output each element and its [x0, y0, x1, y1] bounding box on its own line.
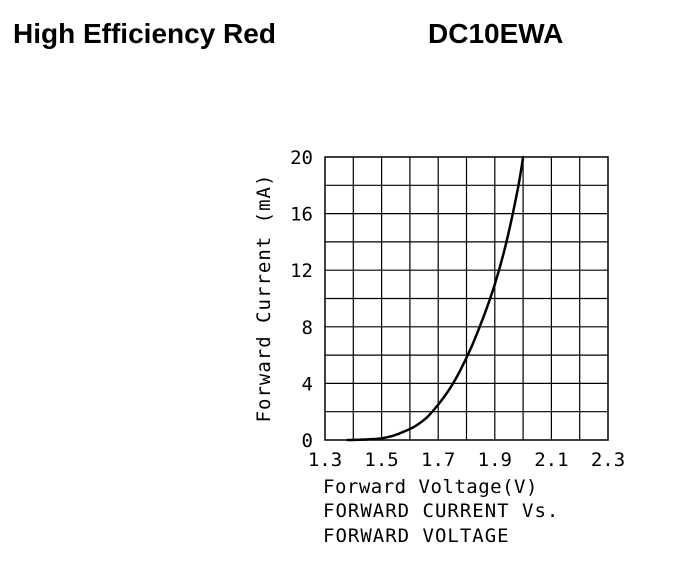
- chart-title: High Efficiency Red: [13, 18, 276, 49]
- x-tick-label: 1.7: [421, 449, 455, 471]
- chart-caption-line-1: FORWARD CURRENT Vs.: [323, 500, 559, 522]
- y-tick-label: 16: [290, 204, 313, 226]
- x-tick-label: 1.5: [364, 449, 398, 471]
- x-tick-label: 1.9: [478, 449, 512, 471]
- y-tick-label: 0: [302, 430, 313, 452]
- y-axis-label: Forward Current (mA): [253, 174, 275, 423]
- y-tick-label: 8: [302, 317, 313, 339]
- part-number: DC10EWA: [428, 18, 564, 49]
- x-tick-label: 2.1: [534, 449, 568, 471]
- x-axis-label: Forward Voltage(V): [323, 476, 538, 498]
- y-tick-label: 20: [290, 147, 313, 169]
- chart-caption-line-2: FORWARD VOLTAGE: [323, 525, 510, 547]
- plot-frame: [324, 156, 609, 441]
- tick-labels: 1.3 1.5 1.7 1.9 2.1 2.3 0 4 8 12 16 20: [290, 147, 625, 471]
- y-tick-label: 4: [302, 373, 313, 395]
- grid: [325, 157, 608, 440]
- x-tick-label: 1.3: [308, 449, 342, 471]
- forward-current-curve: [346, 155, 525, 442]
- y-tick-label: 12: [290, 260, 313, 282]
- x-tick-label: 2.3: [591, 449, 625, 471]
